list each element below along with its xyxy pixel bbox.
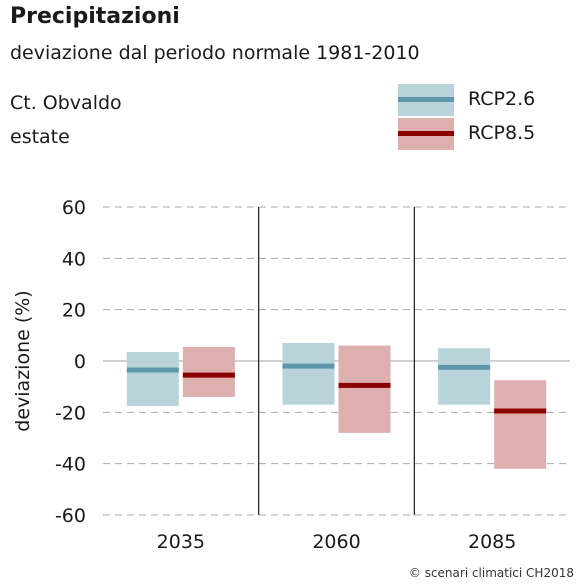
y-axis-label: deviazione (%)	[12, 290, 34, 431]
y-tick-label: -20	[55, 402, 86, 424]
legend: RCP2.6 RCP8.5	[398, 84, 568, 152]
y-tick-label: -40	[55, 454, 86, 476]
legend-item-rcp26: RCP2.6	[398, 84, 568, 116]
x-tick-label: 2060	[312, 531, 360, 553]
y-tick-label: 0	[74, 351, 86, 373]
credit-text: © scenari climatici CH2018	[408, 566, 574, 580]
range-bar-rcp26-2035	[126, 352, 179, 406]
range-bar-rcp85-2035	[182, 346, 235, 397]
x-tick-label: 2035	[157, 531, 205, 553]
range-bar-rcp26-2060	[282, 343, 335, 405]
y-tick-label: 60	[62, 197, 86, 219]
y-tick-label: 20	[62, 300, 86, 322]
y-tick-label: 40	[62, 248, 86, 270]
legend-label-rcp85: RCP8.5	[468, 122, 536, 144]
range-bar-rcp85-2085	[494, 380, 547, 469]
season-label: estate	[10, 126, 70, 148]
x-tick-label: 2085	[468, 531, 516, 553]
location-label: Ct. Obvaldo	[10, 92, 122, 114]
range-bar-rcp26-2085	[438, 348, 491, 405]
chart-subtitle: deviazione dal periodo normale 1981-2010	[10, 42, 420, 64]
range-bar-rcp85-2060	[338, 345, 391, 433]
legend-label-rcp26: RCP2.6	[468, 88, 536, 110]
legend-item-rcp85: RCP8.5	[398, 118, 568, 150]
y-tick-label: -60	[55, 505, 86, 527]
chart-title: Precipitazioni	[10, 4, 180, 29]
legend-line-rcp26	[398, 97, 454, 102]
legend-line-rcp85	[398, 131, 454, 136]
